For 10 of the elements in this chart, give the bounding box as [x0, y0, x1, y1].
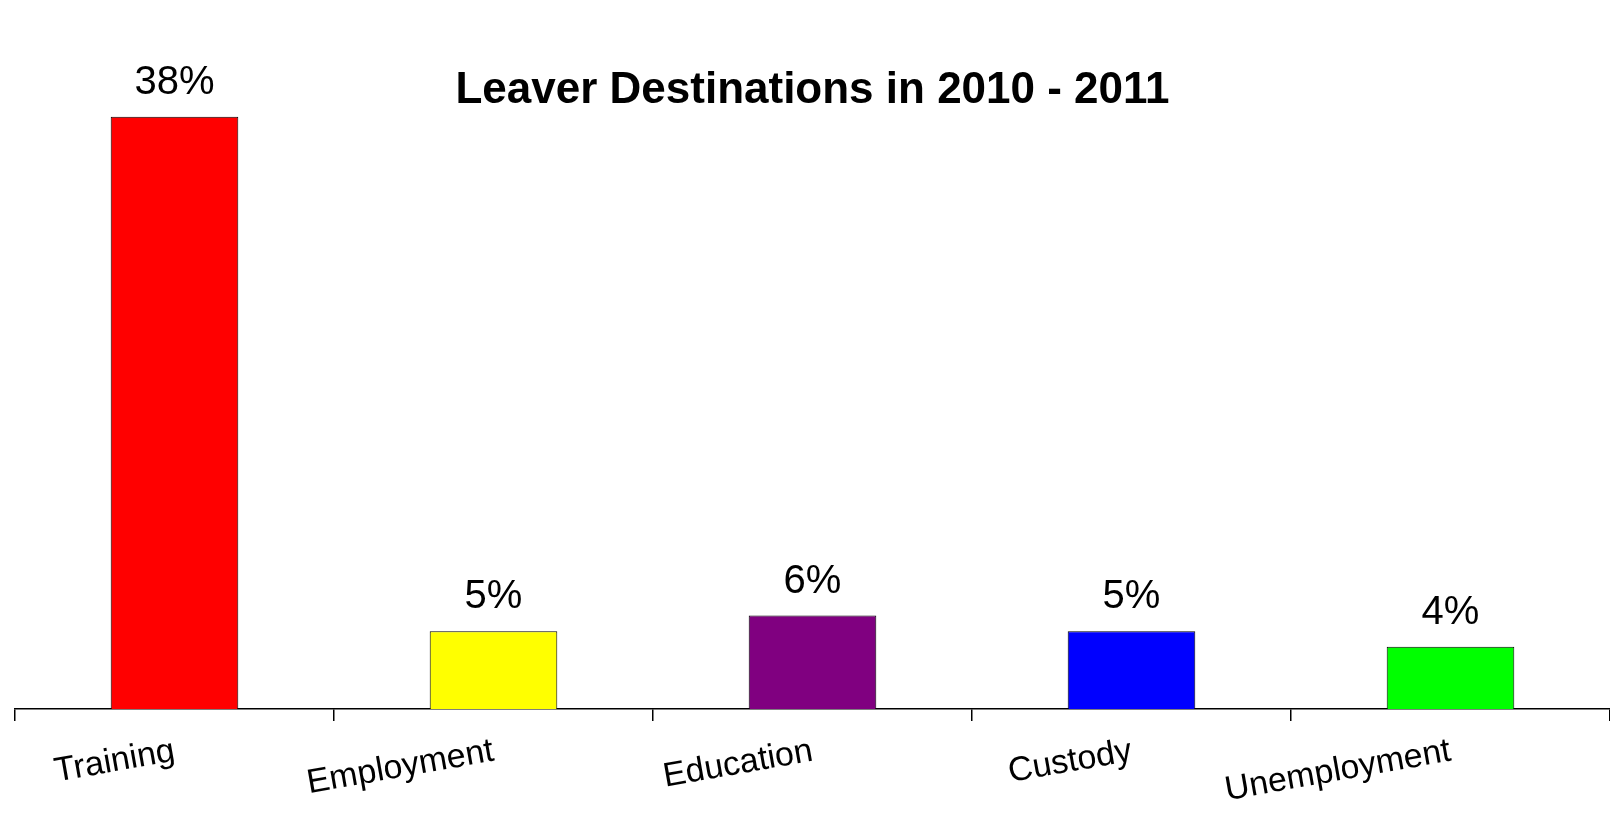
data-label: 5% — [464, 572, 523, 617]
x-tick-label: Education — [659, 729, 816, 794]
x-tick-label: Employment — [303, 729, 497, 801]
x-tick-label: Training — [51, 729, 178, 789]
data-label: 6% — [783, 556, 842, 601]
data-label: 4% — [1421, 587, 1480, 632]
x-tick-label: Custody — [1004, 729, 1135, 789]
data-label: 5% — [1102, 572, 1161, 617]
chart-title: Leaver Destinations in 2010 - 2011 — [455, 62, 1170, 112]
data-label: 38% — [134, 57, 215, 102]
